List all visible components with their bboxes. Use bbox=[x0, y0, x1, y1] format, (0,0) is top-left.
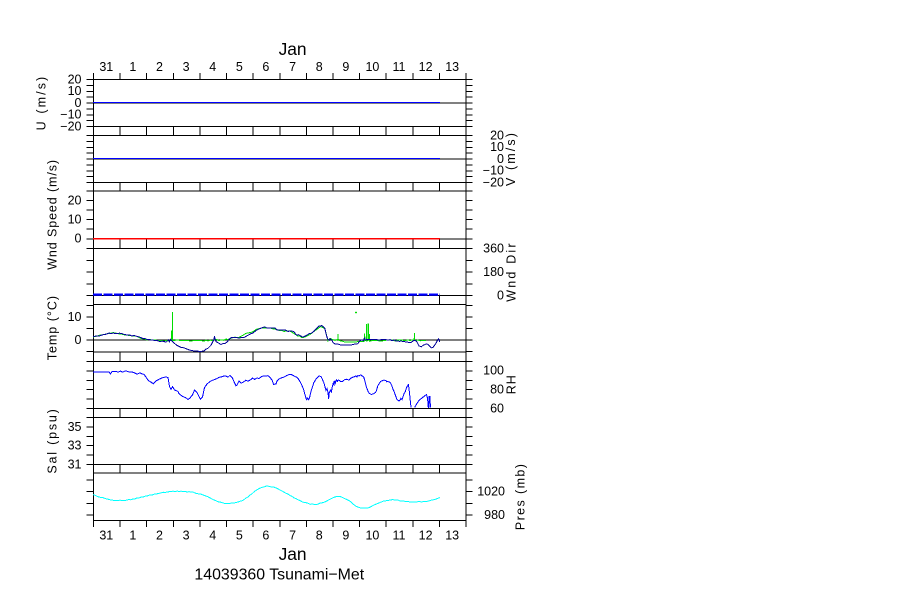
svg-text:33: 33 bbox=[68, 439, 82, 453]
svg-text:Temp (°C): Temp (°C) bbox=[45, 295, 59, 360]
svg-text:0: 0 bbox=[75, 232, 82, 246]
svg-text:80: 80 bbox=[490, 383, 504, 397]
svg-text:10: 10 bbox=[68, 310, 82, 324]
svg-text:2: 2 bbox=[156, 60, 163, 74]
svg-text:10: 10 bbox=[490, 140, 504, 154]
svg-text:5: 5 bbox=[236, 60, 243, 74]
svg-text:6: 6 bbox=[262, 529, 269, 543]
svg-text:0: 0 bbox=[497, 152, 504, 166]
svg-text:10: 10 bbox=[68, 84, 82, 98]
svg-text:10: 10 bbox=[365, 529, 379, 543]
svg-text:1020: 1020 bbox=[477, 484, 505, 498]
svg-text:11: 11 bbox=[393, 529, 406, 543]
svg-text:Jan: Jan bbox=[279, 39, 307, 59]
svg-text:3: 3 bbox=[183, 529, 190, 543]
svg-text:12: 12 bbox=[419, 529, 433, 543]
svg-text:20: 20 bbox=[490, 128, 504, 142]
svg-text:10: 10 bbox=[365, 60, 379, 74]
svg-text:9: 9 bbox=[342, 529, 349, 543]
svg-text:60: 60 bbox=[490, 401, 504, 415]
svg-text:−20: −20 bbox=[483, 175, 504, 189]
svg-text:−20: −20 bbox=[60, 119, 81, 133]
svg-text:180: 180 bbox=[483, 265, 504, 279]
svg-text:Wnd Speed (m/s): Wnd Speed (m/s) bbox=[45, 159, 59, 270]
svg-text:10: 10 bbox=[68, 213, 82, 227]
svg-text:7: 7 bbox=[289, 529, 296, 543]
svg-text:3: 3 bbox=[183, 60, 190, 74]
svg-text:0: 0 bbox=[497, 288, 504, 302]
svg-text:RH: RH bbox=[505, 374, 519, 394]
svg-text:20: 20 bbox=[68, 72, 82, 86]
svg-text:1: 1 bbox=[129, 60, 136, 74]
svg-text:4: 4 bbox=[209, 529, 216, 543]
svg-text:31: 31 bbox=[99, 60, 113, 74]
svg-text:0: 0 bbox=[75, 333, 82, 347]
svg-text:14039360 Tsunami−Met: 14039360 Tsunami−Met bbox=[194, 567, 364, 584]
svg-text:2: 2 bbox=[156, 529, 163, 543]
svg-text:31: 31 bbox=[99, 529, 113, 543]
svg-text:1: 1 bbox=[129, 529, 136, 543]
svg-text:980: 980 bbox=[484, 508, 505, 522]
svg-text:0: 0 bbox=[75, 96, 82, 110]
svg-text:8: 8 bbox=[316, 529, 323, 543]
svg-text:Sal (psu): Sal (psu) bbox=[45, 407, 59, 473]
svg-text:7: 7 bbox=[289, 60, 296, 74]
svg-text:V (m/s): V (m/s) bbox=[504, 131, 518, 186]
svg-text:5: 5 bbox=[236, 529, 243, 543]
svg-text:100: 100 bbox=[483, 364, 504, 378]
svg-text:4: 4 bbox=[209, 60, 216, 74]
svg-text:8: 8 bbox=[316, 60, 323, 74]
svg-text:31: 31 bbox=[68, 457, 82, 471]
svg-text:360: 360 bbox=[483, 241, 504, 255]
svg-text:20: 20 bbox=[68, 194, 82, 208]
svg-text:13: 13 bbox=[445, 529, 459, 543]
svg-text:Wnd Dir: Wnd Dir bbox=[505, 241, 519, 302]
svg-text:−10: −10 bbox=[60, 108, 81, 122]
svg-text:11: 11 bbox=[393, 60, 406, 74]
svg-text:9: 9 bbox=[342, 60, 349, 74]
svg-text:35: 35 bbox=[68, 420, 82, 434]
svg-text:Pres (mb): Pres (mb) bbox=[514, 463, 528, 530]
svg-text:U (m/s): U (m/s) bbox=[35, 75, 49, 131]
svg-text:6: 6 bbox=[262, 60, 269, 74]
svg-text:12: 12 bbox=[419, 60, 433, 74]
svg-text:Jan: Jan bbox=[279, 544, 307, 564]
svg-text:−10: −10 bbox=[483, 164, 504, 178]
svg-text:13: 13 bbox=[445, 60, 459, 74]
